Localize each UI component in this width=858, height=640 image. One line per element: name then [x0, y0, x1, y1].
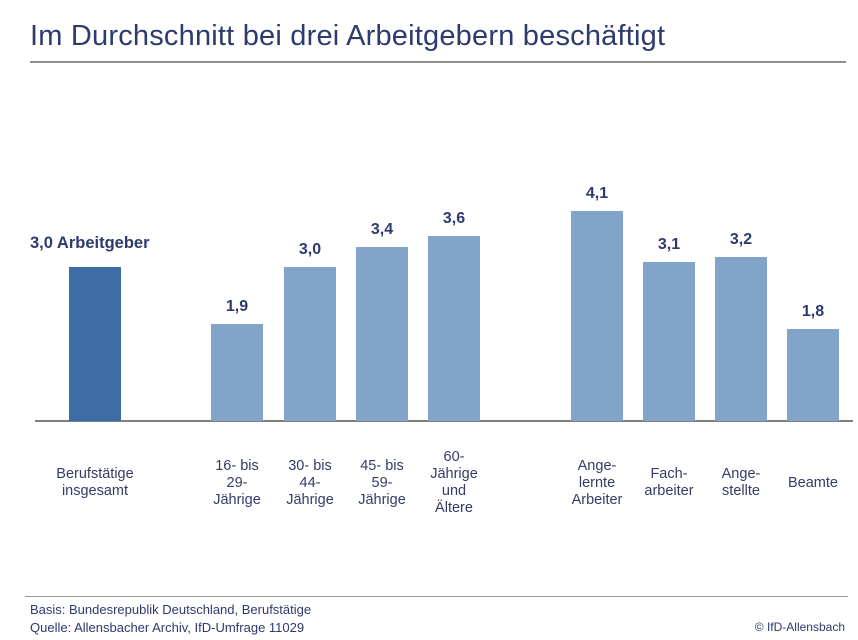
- bar-category-label-line: Beamte: [788, 474, 838, 491]
- bar-value-label: 3,1: [657, 236, 681, 253]
- footer-basis-text: Basis: Bundesrepublik Deutschland, Beruf…: [30, 602, 312, 617]
- bar-value-label: 3,6: [442, 210, 466, 227]
- bar-category-label-line: Fach-: [650, 466, 688, 482]
- bar-category-label-line: 16- bis: [215, 457, 259, 474]
- bar-value-label: 4,1: [585, 185, 609, 202]
- bar-value-label: 3,0 Arbeitgeber: [30, 234, 150, 252]
- bar: [787, 329, 839, 421]
- bar-category-label: 60- Jährige und Ältere: [415, 447, 493, 519]
- bar-category-label-line: Ange-: [721, 466, 761, 482]
- bar-category-label: 30- bis 44- Jährige: [271, 447, 349, 519]
- bar-category-label: Ange-lernte Arbeiter: [558, 447, 636, 519]
- bar: [356, 247, 408, 421]
- bar-category-label-line: und: [441, 483, 467, 499]
- bar-category-label-line: lernte: [578, 474, 616, 491]
- bar-category-label-line: 44-: [299, 474, 321, 491]
- bar-category-label-line: 29-: [226, 474, 248, 491]
- bar-category-label-line: Jährige: [286, 491, 334, 508]
- bar-category-label: Beamte: [774, 447, 852, 519]
- bar-category-label-line: Ältere: [435, 500, 473, 516]
- bar-category-label-line: Berufstätige: [56, 466, 134, 482]
- bar-chart: 3,0 Arbeitgeber Berufstätige insgesamt 1,9 1…: [20, 185, 853, 519]
- bar: [211, 324, 263, 421]
- title-divider: [30, 61, 846, 63]
- footer-divider: [25, 596, 848, 597]
- bar-category-label-line: 30- bis: [288, 457, 332, 474]
- bar-value-label: 3,4: [370, 221, 394, 238]
- bar-category-label-line: 60-: [443, 449, 465, 465]
- x-axis-line: [35, 420, 853, 422]
- bar-category-label-line: Jährige: [430, 466, 478, 482]
- bar-category-label-line: Jährige: [213, 491, 261, 508]
- bar: [428, 236, 480, 421]
- bar: [643, 262, 695, 421]
- bar-category-label-line: 59-: [371, 474, 393, 491]
- bar-category-label-line: stellte: [722, 483, 760, 499]
- bar-value-label: 3,2: [729, 231, 753, 248]
- bar-value-label: 3,0: [298, 241, 322, 258]
- bar-category-label: Ange-stellte: [702, 447, 780, 519]
- bar-category-label: Fach-arbeiter: [630, 447, 708, 519]
- bar-category-label: 45- bis 59- Jährige: [343, 447, 421, 519]
- bar: [571, 211, 623, 421]
- page-title: Im Durchschnitt bei drei Arbeitgebern be…: [30, 20, 666, 52]
- bar-category-label-line: 45- bis: [360, 457, 404, 474]
- bar-category-label-line: arbeiter: [644, 483, 694, 499]
- bar-category-label: Berufstätige insgesamt: [20, 447, 170, 519]
- bar: [715, 257, 767, 421]
- bar: [284, 267, 336, 421]
- bar-category-label-line: Ange-: [577, 457, 617, 474]
- bar-category-label-line: Arbeiter: [571, 491, 623, 508]
- footer-source-text: Quelle: Allensbacher Archiv, IfD-Umfrage…: [30, 620, 305, 635]
- footer-copyright-text: © IfD-Allensbach: [754, 620, 845, 634]
- bar-value-label: 1,9: [225, 298, 249, 315]
- bar: [69, 267, 121, 421]
- bar-category-label: 16- bis 29- Jährige: [198, 447, 276, 519]
- bar-value-label: 1,8: [801, 303, 825, 320]
- bar-category-label-line: Jährige: [358, 491, 406, 508]
- bar-category-label-line: insgesamt: [61, 483, 129, 499]
